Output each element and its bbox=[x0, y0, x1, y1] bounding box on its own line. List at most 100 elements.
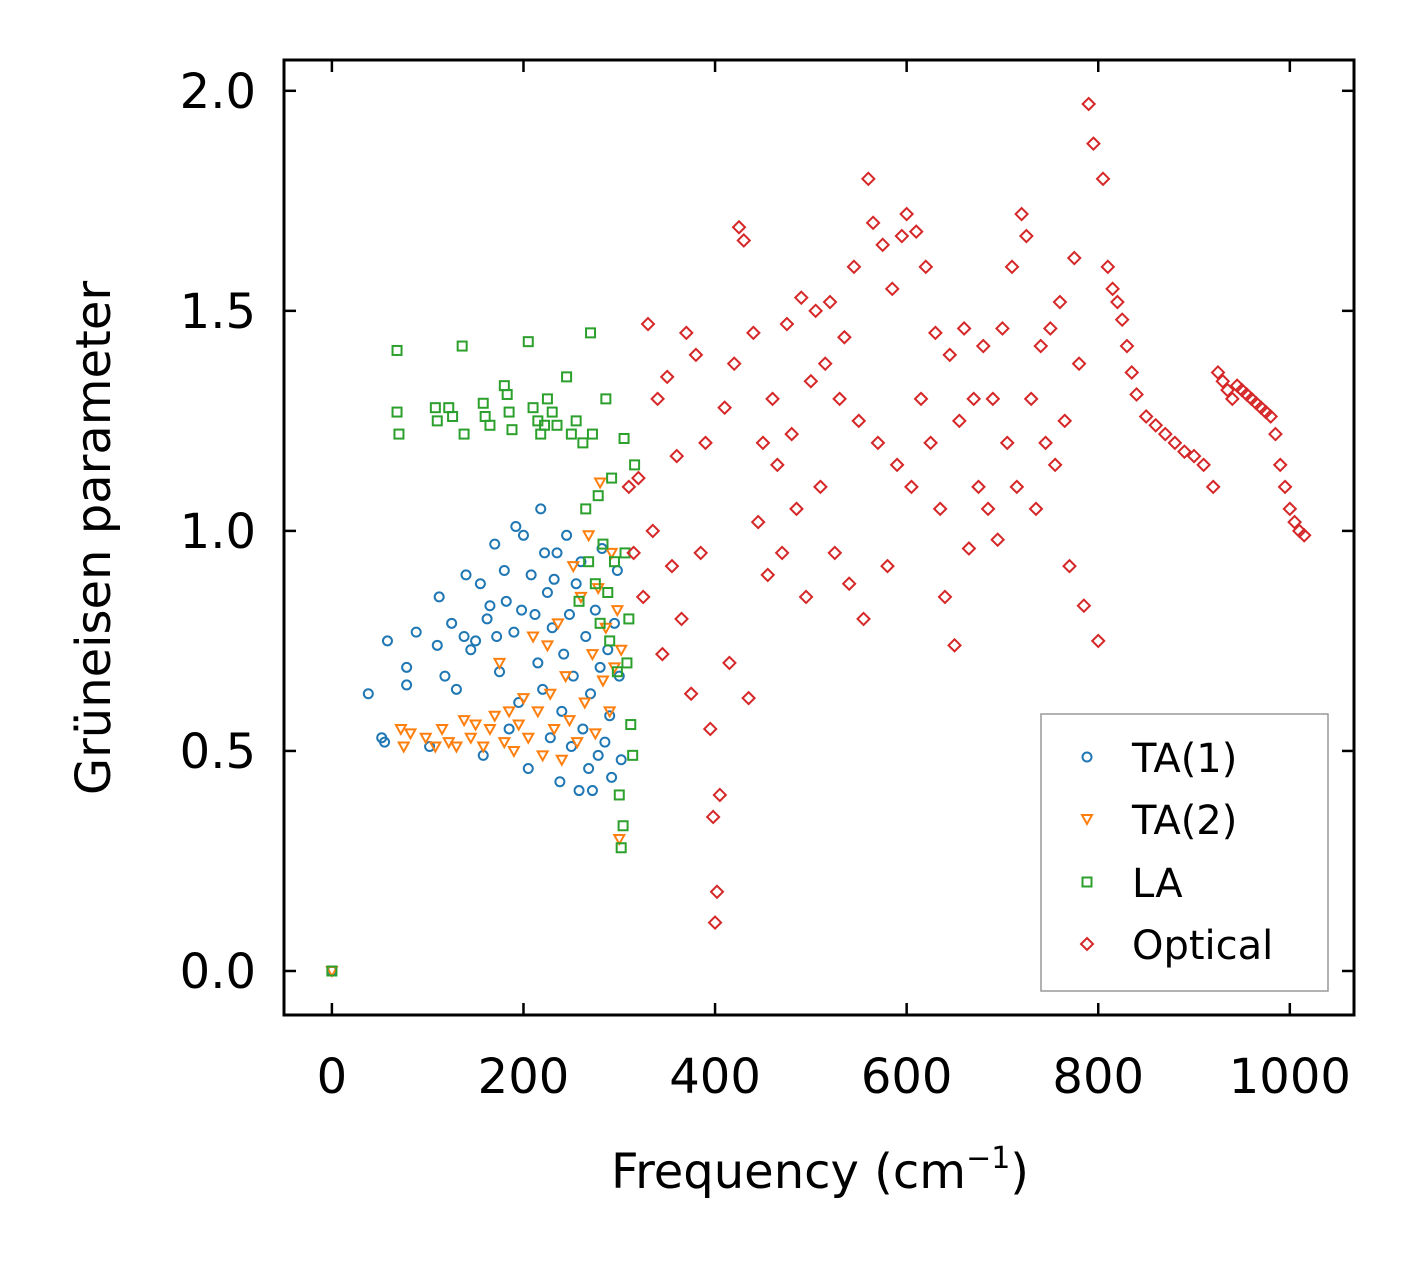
data-point bbox=[1086, 136, 1101, 152]
data-point bbox=[683, 686, 699, 702]
data-point bbox=[659, 369, 675, 385]
data-point bbox=[836, 329, 852, 345]
data-point bbox=[726, 356, 742, 372]
data-point bbox=[602, 706, 617, 719]
data-point bbox=[484, 600, 496, 612]
data-point bbox=[860, 171, 876, 187]
data-point bbox=[570, 578, 582, 590]
data-point bbox=[980, 501, 996, 517]
x-tick-label: 0 bbox=[317, 1049, 348, 1105]
data-point bbox=[381, 635, 393, 647]
data-point bbox=[379, 736, 391, 748]
data-point bbox=[558, 648, 570, 660]
data-point bbox=[558, 671, 573, 684]
data-point bbox=[604, 635, 616, 647]
data-point bbox=[531, 706, 545, 719]
data-point bbox=[851, 413, 867, 429]
data-point bbox=[516, 693, 531, 706]
data-point bbox=[464, 732, 478, 745]
data-point bbox=[629, 459, 641, 471]
data-point bbox=[793, 290, 809, 306]
data-point bbox=[443, 402, 455, 414]
data-point bbox=[606, 472, 618, 484]
data-point bbox=[1100, 259, 1116, 275]
y-tick-label: 1.0 bbox=[180, 504, 256, 560]
data-point bbox=[470, 635, 482, 647]
data-point bbox=[1009, 479, 1025, 495]
data-point bbox=[498, 380, 510, 392]
data-point bbox=[1138, 409, 1154, 424]
data-point bbox=[765, 391, 780, 407]
x-tick-label: 600 bbox=[861, 1049, 953, 1105]
data-point bbox=[614, 644, 628, 657]
data-point bbox=[942, 347, 958, 363]
data-point bbox=[1196, 457, 1212, 473]
y-tick-label: 1.5 bbox=[180, 284, 256, 340]
data-point bbox=[927, 325, 943, 341]
data-point bbox=[678, 325, 694, 341]
data-point bbox=[990, 532, 1006, 548]
data-point bbox=[884, 281, 900, 297]
data-point bbox=[586, 428, 598, 440]
data-point bbox=[516, 604, 528, 616]
data-point bbox=[594, 661, 606, 673]
series-ta-2 bbox=[325, 477, 628, 979]
data-point bbox=[521, 732, 535, 745]
data-point bbox=[626, 545, 642, 561]
legend: TA(1) TA(2) LA Optical bbox=[1040, 713, 1329, 992]
series-layer bbox=[325, 96, 1312, 979]
data-point bbox=[707, 915, 723, 930]
data-point bbox=[1052, 294, 1068, 310]
data-point bbox=[596, 675, 610, 688]
data-point bbox=[717, 400, 733, 416]
data-point bbox=[586, 785, 598, 797]
data-point bbox=[447, 410, 459, 422]
data-point bbox=[589, 578, 601, 590]
data-point bbox=[712, 787, 728, 803]
data-point bbox=[654, 646, 670, 662]
data-point bbox=[650, 391, 666, 407]
data-point bbox=[391, 344, 403, 356]
data-point bbox=[585, 327, 597, 339]
data-point bbox=[326, 965, 338, 977]
data-point bbox=[394, 723, 408, 736]
data-point bbox=[951, 413, 967, 429]
data-point bbox=[1014, 206, 1030, 222]
data-point bbox=[798, 589, 814, 605]
data-point bbox=[449, 741, 464, 754]
data-point bbox=[604, 710, 616, 722]
data-point bbox=[1205, 479, 1221, 495]
data-point bbox=[500, 595, 512, 607]
data-point bbox=[592, 749, 604, 761]
data-point bbox=[547, 723, 561, 736]
series-optical bbox=[621, 96, 1312, 930]
plot-frame bbox=[282, 58, 1356, 1017]
data-point bbox=[498, 565, 510, 577]
data-point bbox=[535, 750, 550, 763]
data-point bbox=[474, 578, 486, 590]
data-point bbox=[731, 219, 747, 235]
data-point bbox=[588, 728, 603, 741]
data-point bbox=[570, 415, 582, 427]
data-point bbox=[956, 321, 972, 336]
data-point bbox=[597, 538, 609, 550]
data-point bbox=[1263, 409, 1279, 424]
data-point bbox=[548, 573, 560, 585]
data-point bbox=[532, 657, 544, 669]
data-point bbox=[506, 424, 518, 436]
data-point bbox=[556, 705, 568, 717]
data-point bbox=[827, 545, 843, 561]
data-point bbox=[476, 741, 490, 754]
data-point bbox=[961, 541, 977, 556]
data-point bbox=[908, 224, 924, 240]
data-point bbox=[602, 644, 614, 656]
data-point bbox=[1215, 373, 1231, 389]
data-point bbox=[489, 538, 501, 550]
data-point bbox=[702, 721, 718, 737]
data-point bbox=[975, 338, 991, 354]
data-point bbox=[565, 428, 577, 440]
data-point bbox=[393, 428, 405, 440]
data-point bbox=[551, 419, 563, 431]
legend-markers bbox=[1079, 751, 1095, 952]
